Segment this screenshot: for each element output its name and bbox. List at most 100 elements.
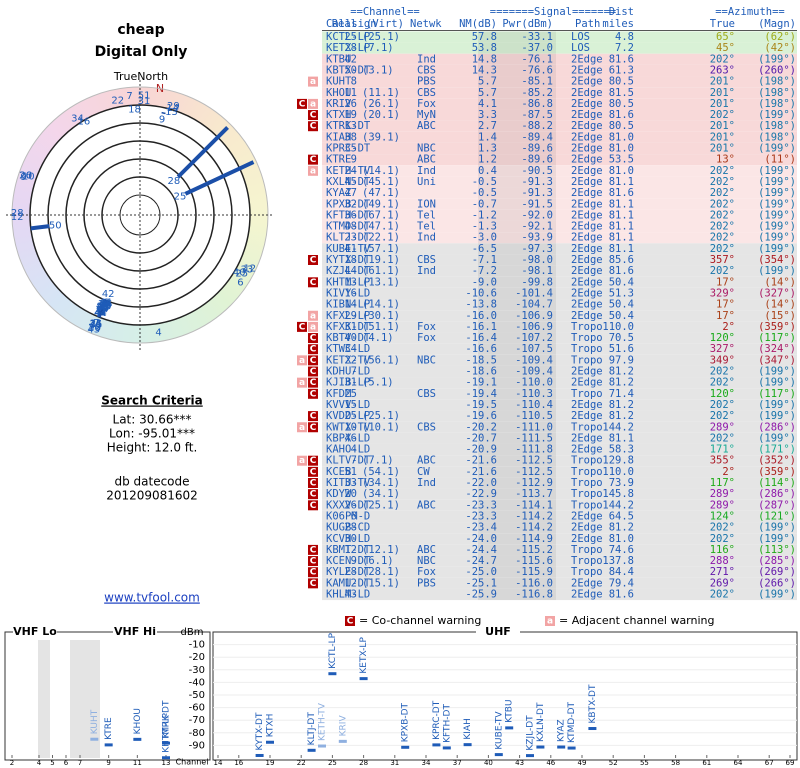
cell-dist: 129.8 [602,455,634,467]
cell-path: Tropo [571,455,603,467]
cell-az: 202° [710,165,735,177]
cell-dist: 81.1 [609,176,634,188]
column-group: ==Azimuth== [715,6,785,18]
warning-letter: C [347,617,354,627]
cell-virt: (56.1) [362,354,400,366]
row-background [322,477,797,489]
signal-mark [463,743,472,747]
signal-band [478,198,556,210]
warning-icon [308,255,318,265]
warning-letter: C [310,367,317,377]
cell-virt: (22.1) [362,232,400,244]
signal-bar [176,126,229,179]
cell-az: 2° [722,321,735,333]
y-tick-label: -10 [189,640,205,651]
channel-label: 46 [89,320,102,331]
station-label: KRIV [338,715,348,737]
cell-net: Ind [417,477,436,489]
cell-dist: 50.4 [609,310,634,322]
row-background [322,488,797,500]
cell-real: 13 [344,276,357,288]
signal-bar [184,160,255,196]
cell-dist: 81.6 [609,187,634,199]
cell-net: ION [417,198,436,210]
cell-net: CBS [417,64,436,76]
channel-label: 41 [94,308,107,319]
cell-pwr: -106.9 [515,310,553,322]
warning-letter: C [310,557,317,567]
cell-mag: (14°) [764,276,796,288]
signal-band [478,220,556,233]
cell-path: Tropo [571,466,603,478]
cell-call: KLTV-DT [326,455,371,467]
cell-dist: 61.3 [609,64,634,76]
row-background [322,577,797,589]
db-code: 201209081602 [106,489,198,503]
site-link[interactable]: www.tvfool.com [104,591,200,605]
cell-pwr: -76.1 [521,53,553,65]
cell-az: 288° [710,555,735,567]
signal-band [478,165,556,177]
x-tick-label: 2 [10,759,14,767]
cell-mag: (171°) [758,444,796,456]
cell-dist: 144.2 [602,421,634,433]
cell-virt: (67.1) [362,209,400,221]
channel-label: 13 [99,300,112,311]
cell-call: KIBN-LP [326,299,370,311]
cell-nm: 14.8 [472,53,497,65]
channel-label: 25 [235,269,248,280]
cell-virt: (45.1) [362,176,400,188]
cell-call: KAMU-DT [326,577,371,589]
cell-real: 14 [344,299,357,311]
cell-virt: (57.1) [362,243,400,255]
cell-real: 43 [344,589,357,601]
cell-az: 116° [710,544,735,556]
cell-path: Tropo [571,488,603,500]
signal-band [478,332,556,344]
cell-virt: (6.1) [362,555,394,567]
row-background [322,443,797,456]
station-label: KUBE-TV [494,711,504,750]
cell-mag: (199°) [758,432,796,444]
channel-label: 8 [103,297,109,308]
station-label: KHTM-LP [162,713,172,753]
cell-dist: 81.2 [609,377,634,389]
cell-nm: -16.6 [465,343,497,355]
cell-pwr: -116.8 [515,589,553,601]
warning-icon [308,165,318,176]
cell-real: 15 [344,399,357,411]
row-background [322,522,797,534]
cell-nm: -25.1 [465,577,497,589]
cell-mag: (324°) [758,343,796,355]
x-tick-label: 61 [702,759,711,767]
cell-call: KUHT [326,76,352,88]
row-background [322,198,797,210]
warning-letter: C [310,356,317,366]
cell-call: KETX-LP [326,42,370,54]
signal-band [478,377,556,389]
cell-az: 271° [710,566,735,578]
cell-virt: (15.1) [362,577,400,589]
cell-az: 263° [710,64,735,76]
cell-az: 201° [710,76,735,88]
signal-band [478,354,556,366]
cell-dist: 81.1 [609,243,634,255]
cell-real: 4 [351,444,357,456]
station-label: KZJL-DT [526,715,536,751]
cell-real: 33 [344,477,357,489]
warning-letter: a [299,356,305,366]
cell-real: 24 [344,165,357,177]
cell-call: KBPX-LD [326,432,370,444]
cell-pwr: -98.0 [521,254,553,266]
cell-real: 42 [344,53,357,65]
cell-pwr: -88.2 [521,120,553,132]
cell-pwr: -91.5 [521,198,553,210]
cell-az: 202° [710,198,735,210]
row-background [322,187,797,199]
station-label: KTRE [104,717,114,740]
cell-pwr: -86.8 [521,98,553,110]
station-label: KPXB-DT [401,702,411,742]
x-tick-label: 67 [765,759,774,767]
cell-nm: -22.0 [465,477,497,489]
